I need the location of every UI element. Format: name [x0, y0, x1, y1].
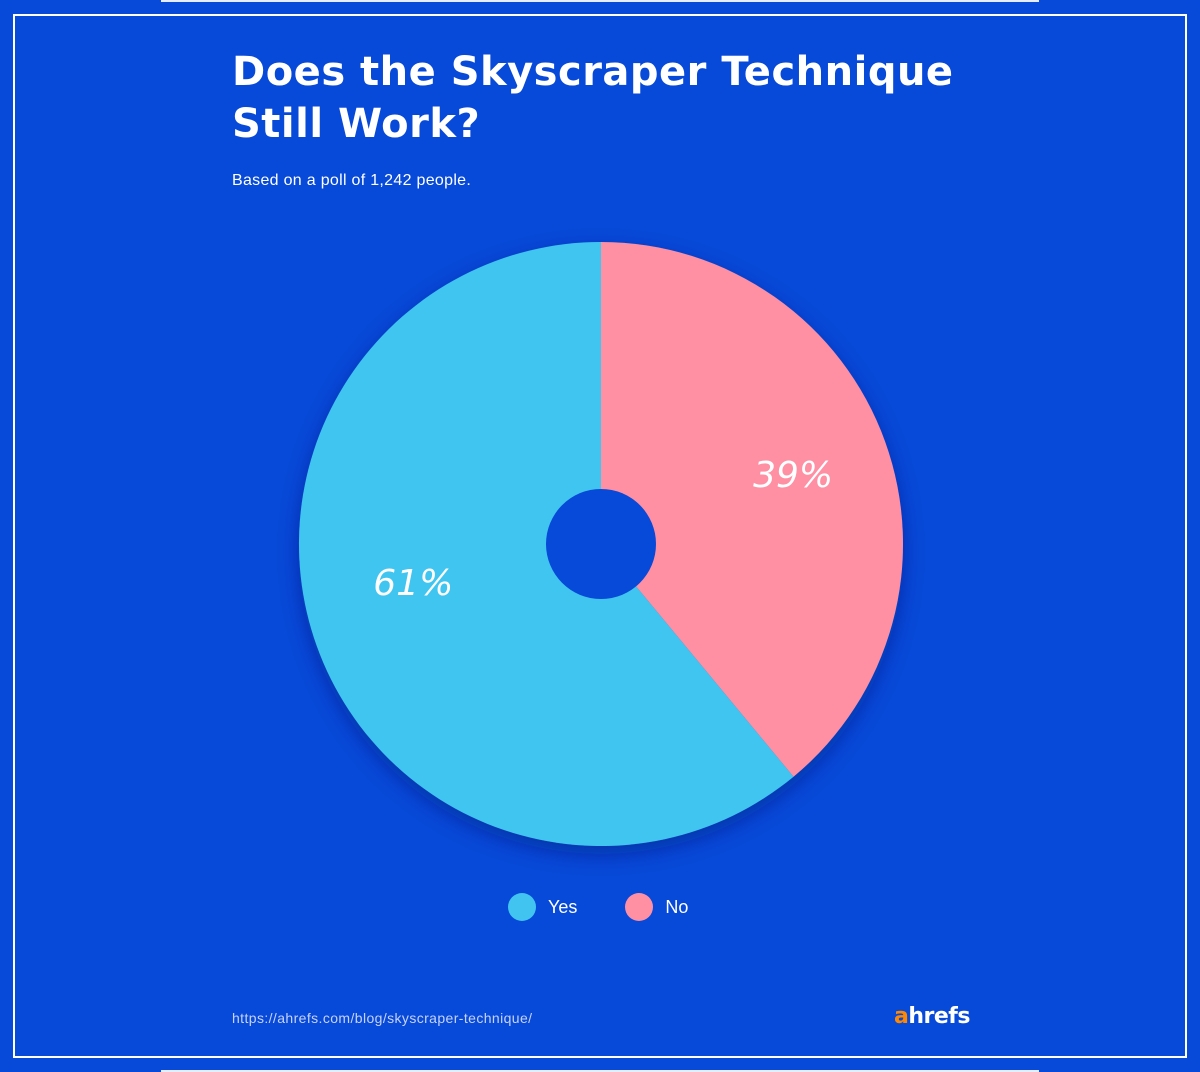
- legend-label-yes: Yes: [548, 896, 578, 917]
- chart-subtitle: Based on a poll of 1,242 people.: [232, 172, 472, 189]
- legend-swatch-no: [625, 893, 654, 921]
- pie-label-yes: 61%: [373, 563, 453, 604]
- top-border-line: [161, 0, 1039, 2]
- chart-title: Does the Skyscraper Technique Still Work…: [232, 46, 992, 150]
- chart-frame: [13, 14, 1187, 1058]
- legend-label-no: No: [665, 896, 689, 917]
- bottom-border-line: [161, 1070, 1039, 1072]
- chart-title-line-2: Still Work?: [232, 101, 481, 147]
- donut-hole: [546, 489, 656, 599]
- ahrefs-logo: ahrefs: [894, 1004, 970, 1029]
- legend-item-yes: Yes: [508, 893, 577, 921]
- legend-swatch-yes: [508, 893, 536, 921]
- chart-title-line-1: Does the Skyscraper Technique: [232, 49, 954, 95]
- logo-accent-letter: a: [894, 1004, 909, 1029]
- chart-legend: Yes No: [508, 893, 736, 921]
- logo-rest-text: hrefs: [908, 1004, 970, 1029]
- legend-item-no: No: [625, 893, 688, 921]
- pie-label-no: 39%: [753, 455, 833, 496]
- source-url: https://ahrefs.com/blog/skyscraper-techn…: [232, 1010, 533, 1026]
- pie-slice-no: [601, 242, 903, 777]
